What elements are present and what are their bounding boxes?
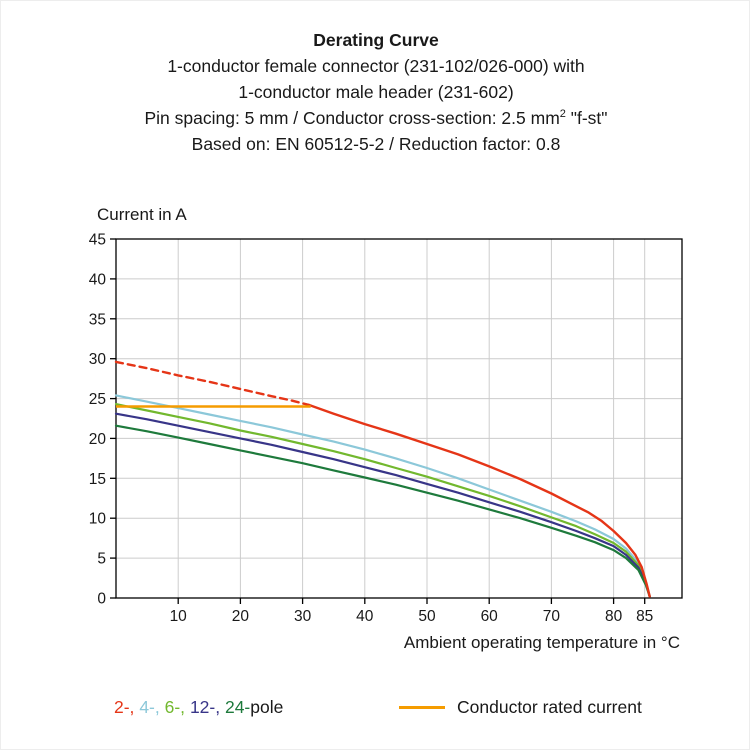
rated-current-label: Conductor rated current (457, 697, 642, 717)
subtitle-connector-male: 1-conductor male header (231-602) (238, 82, 514, 102)
y-tick-label: 25 (89, 391, 106, 408)
series-12-pole (114, 412, 651, 598)
rated-current-swatch (399, 706, 445, 709)
x-tick-label: 40 (356, 608, 374, 625)
subtitle-based-on: Based on: EN 60512-5-2 / Reduction facto… (191, 134, 561, 154)
series-24-pole (114, 424, 651, 598)
legend-pole-item: 24- (224, 697, 251, 717)
y-tick-label: 15 (89, 471, 106, 488)
legend-pole-item: 6-, (164, 697, 186, 717)
x-tick-label: 70 (543, 608, 561, 625)
squared-superscript: 2 (559, 108, 566, 121)
pin-spacing-text: Pin spacing: 5 mm / Conductor cross-sect… (144, 108, 560, 128)
x-tick-label: 80 (605, 608, 623, 625)
y-tick-label: 40 (89, 271, 107, 288)
chart-title: Derating Curve (313, 30, 439, 50)
fst-text: "f-st" (565, 108, 608, 128)
y-tick-label: 10 (89, 511, 107, 528)
series-2-pole (307, 403, 651, 598)
x-tick-label: 10 (170, 608, 188, 625)
legend-pole-item: 12-, (189, 697, 221, 717)
legend-pole-group: 2-, 4-, 6-, 12-, 24- (114, 697, 250, 717)
y-tick-label: 45 (89, 232, 106, 249)
y-tick-label: 30 (89, 351, 107, 368)
subtitle-connector-female: 1-conductor female connector (231-102/02… (167, 56, 585, 76)
subtitle-pin-spacing: Pin spacing: 5 mm / Conductor cross-sect… (1, 105, 749, 131)
series-4-pole (114, 394, 651, 598)
legend-pole-item: 4-, (139, 697, 160, 717)
legend-rated-current: Conductor rated current (399, 697, 642, 718)
legend-pole-counts: 2-, 4-, 6-, 12-, 24-pole (114, 697, 283, 718)
y-tick-label: 35 (89, 311, 106, 328)
series-2-pole-extrapolated (114, 360, 310, 407)
x-tick-label: 85 (636, 608, 653, 625)
y-tick-label: 0 (97, 591, 106, 608)
title-block: Derating Curve 1-conductor female connec… (1, 27, 749, 157)
plot-frame (115, 238, 683, 599)
x-tick-label: 50 (418, 608, 436, 625)
y-tick-label: 5 (97, 551, 106, 568)
x-axis-title: Ambient operating temperature in °C (403, 633, 680, 652)
legend-pole-item: 2-, (114, 697, 135, 717)
x-tick-label: 20 (232, 608, 250, 625)
x-tick-label: 30 (294, 608, 312, 625)
series-6-pole (114, 403, 651, 598)
y-tick-label: 20 (89, 431, 107, 448)
y-axis-title: Current in A (97, 205, 187, 224)
x-tick-label: 60 (481, 608, 499, 625)
legend-pole-suffix: pole (250, 697, 284, 717)
